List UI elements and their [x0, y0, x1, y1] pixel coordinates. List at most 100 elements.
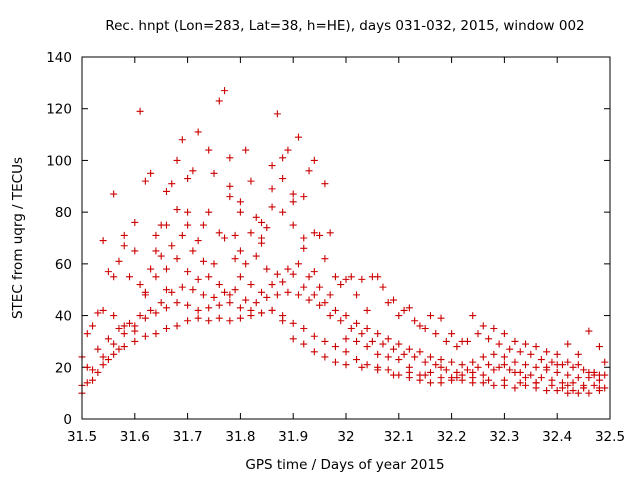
- data-point: [601, 384, 609, 392]
- data-point: [511, 358, 519, 366]
- data-point: [284, 288, 292, 296]
- data-point: [558, 384, 566, 392]
- data-point: [194, 128, 202, 136]
- data-point: [162, 286, 170, 294]
- data-point: [500, 361, 508, 369]
- data-point: [273, 110, 281, 118]
- data-point: [553, 350, 561, 358]
- data-point: [173, 156, 181, 164]
- data-point: [374, 330, 382, 338]
- data-point: [141, 177, 149, 185]
- data-point: [289, 270, 297, 278]
- data-point: [268, 281, 276, 289]
- data-point: [585, 368, 593, 376]
- data-point: [569, 387, 577, 395]
- data-point: [416, 322, 424, 330]
- data-point: [564, 381, 572, 389]
- data-point: [152, 231, 160, 239]
- data-point: [263, 265, 271, 273]
- data-point: [300, 340, 308, 348]
- data-point: [474, 330, 482, 338]
- data-point: [522, 374, 530, 382]
- data-point: [247, 281, 255, 289]
- data-point: [543, 387, 551, 395]
- data-point: [601, 358, 609, 366]
- data-point: [279, 175, 287, 183]
- data-point: [226, 299, 234, 307]
- data-point: [294, 133, 302, 141]
- data-point: [337, 317, 345, 325]
- data-point: [194, 306, 202, 314]
- data-point: [120, 242, 128, 250]
- data-point: [495, 340, 503, 348]
- data-point: [141, 314, 149, 322]
- data-point: [199, 257, 207, 265]
- data-point: [384, 366, 392, 374]
- data-point: [553, 368, 561, 376]
- data-point: [110, 350, 118, 358]
- data-point: [527, 371, 535, 379]
- data-point: [411, 317, 419, 325]
- data-point: [152, 247, 160, 255]
- data-point: [500, 353, 508, 361]
- data-point: [110, 190, 118, 198]
- data-point: [522, 381, 530, 389]
- data-point: [215, 97, 223, 105]
- data-point: [532, 363, 540, 371]
- data-point: [258, 239, 266, 247]
- x-tick-label: 31.6: [120, 429, 150, 445]
- data-point: [83, 330, 91, 338]
- data-point: [331, 343, 339, 351]
- data-point: [495, 363, 503, 371]
- data-point: [405, 304, 413, 312]
- data-point: [215, 281, 223, 289]
- data-point: [580, 384, 588, 392]
- data-point: [168, 288, 176, 296]
- data-point: [490, 381, 498, 389]
- data-point: [189, 247, 197, 255]
- data-point: [83, 379, 91, 387]
- data-point: [210, 293, 218, 301]
- y-axis-label: STEC from uqrg / TECUs: [10, 157, 26, 319]
- data-point: [426, 368, 434, 376]
- data-point: [205, 146, 213, 154]
- data-point: [490, 350, 498, 358]
- data-point: [279, 154, 287, 162]
- data-point: [326, 291, 334, 299]
- data-point: [390, 345, 398, 353]
- data-point: [205, 317, 213, 325]
- data-point: [162, 265, 170, 273]
- data-point: [426, 353, 434, 361]
- data-point: [168, 242, 176, 250]
- data-point: [384, 353, 392, 361]
- data-point: [184, 175, 192, 183]
- data-point: [574, 350, 582, 358]
- data-point: [363, 325, 371, 332]
- data-point: [506, 345, 514, 353]
- data-point: [469, 312, 477, 320]
- data-point: [147, 306, 155, 314]
- data-point: [416, 371, 424, 379]
- data-point: [321, 353, 329, 361]
- data-point: [342, 275, 350, 283]
- data-point: [215, 301, 223, 309]
- data-point: [426, 312, 434, 320]
- x-tick-label: 32.5: [595, 429, 625, 445]
- data-point: [463, 366, 471, 374]
- data-point: [537, 356, 545, 364]
- data-point: [469, 368, 477, 376]
- data-point: [194, 275, 202, 283]
- data-point: [316, 301, 324, 309]
- data-point: [479, 379, 487, 387]
- data-point: [147, 265, 155, 273]
- y-tick-label: 100: [46, 153, 72, 169]
- data-point: [173, 255, 181, 263]
- data-point: [294, 260, 302, 268]
- data-point: [305, 296, 313, 304]
- data-point: [432, 361, 440, 369]
- data-point: [152, 309, 160, 317]
- data-point: [141, 332, 149, 340]
- data-point: [321, 337, 329, 345]
- data-point: [242, 296, 250, 304]
- data-point: [458, 371, 466, 379]
